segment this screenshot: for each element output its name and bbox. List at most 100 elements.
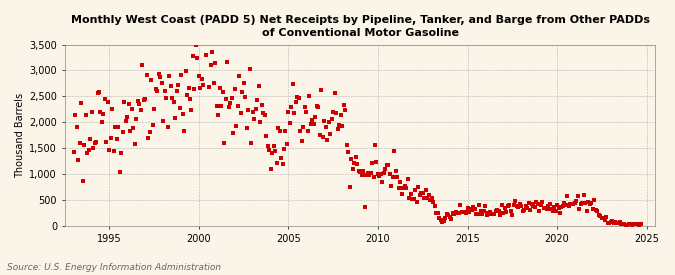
- Point: [100, 97, 111, 101]
- Point: [383, 163, 394, 167]
- Point: [189, 87, 200, 92]
- Point: [148, 106, 159, 111]
- Point: [354, 170, 365, 174]
- Point: [70, 112, 80, 117]
- Point: [547, 209, 558, 213]
- Point: [86, 109, 97, 114]
- Point: [249, 117, 260, 121]
- Point: [356, 173, 367, 177]
- Point: [491, 209, 502, 213]
- Point: [111, 136, 122, 141]
- Point: [164, 74, 175, 78]
- Point: [597, 216, 608, 220]
- Point: [217, 89, 228, 94]
- Point: [283, 110, 294, 114]
- Point: [94, 89, 105, 94]
- Point: [120, 119, 131, 123]
- Point: [124, 101, 134, 106]
- Point: [396, 191, 407, 196]
- Point: [350, 155, 361, 160]
- Point: [455, 202, 466, 207]
- Point: [522, 206, 533, 210]
- Point: [268, 144, 279, 148]
- Point: [562, 194, 573, 198]
- Point: [347, 166, 358, 171]
- Point: [576, 202, 587, 206]
- Point: [446, 216, 456, 221]
- Point: [161, 96, 171, 101]
- Point: [566, 202, 577, 206]
- Point: [394, 186, 404, 190]
- Point: [528, 204, 539, 208]
- Point: [117, 130, 128, 134]
- Point: [243, 108, 254, 112]
- Point: [138, 98, 149, 102]
- Point: [195, 85, 206, 90]
- Point: [147, 123, 158, 127]
- Point: [373, 172, 383, 176]
- Point: [489, 212, 500, 217]
- Point: [155, 75, 165, 79]
- Point: [72, 125, 82, 130]
- Point: [504, 203, 514, 207]
- Point: [541, 207, 552, 211]
- Point: [517, 209, 528, 213]
- Point: [307, 118, 318, 122]
- Point: [68, 150, 79, 155]
- Point: [435, 218, 446, 222]
- Point: [101, 140, 112, 144]
- Point: [471, 212, 482, 216]
- Point: [247, 109, 258, 114]
- Point: [391, 169, 402, 173]
- Point: [285, 120, 296, 125]
- Point: [329, 90, 340, 95]
- Point: [506, 209, 516, 213]
- Point: [210, 61, 221, 65]
- Point: [292, 95, 303, 99]
- Point: [423, 193, 434, 197]
- Point: [286, 105, 297, 109]
- Point: [301, 110, 312, 114]
- Point: [343, 150, 354, 154]
- Point: [76, 100, 86, 105]
- Point: [550, 209, 561, 213]
- Point: [599, 217, 610, 222]
- Point: [204, 85, 215, 90]
- Point: [304, 94, 315, 99]
- Point: [79, 143, 90, 148]
- Point: [592, 209, 603, 213]
- Point: [180, 69, 191, 73]
- Point: [417, 191, 428, 195]
- Point: [514, 202, 525, 207]
- Point: [508, 203, 519, 208]
- Point: [377, 180, 388, 185]
- Point: [252, 97, 263, 102]
- Point: [326, 117, 337, 121]
- Point: [196, 76, 207, 81]
- Point: [192, 56, 203, 60]
- Point: [110, 124, 121, 129]
- Point: [620, 223, 631, 227]
- Point: [429, 204, 440, 208]
- Point: [437, 220, 448, 225]
- Point: [367, 161, 377, 165]
- Point: [374, 174, 385, 178]
- Point: [549, 205, 560, 209]
- Point: [207, 50, 218, 54]
- Point: [325, 132, 335, 136]
- Point: [253, 84, 264, 88]
- Point: [474, 203, 485, 207]
- Point: [222, 60, 233, 64]
- Title: Monthly West Coast (PADD 5) Net Receipts by Pipeline, Tanker, and Barge from Oth: Monthly West Coast (PADD 5) Net Receipts…: [71, 15, 649, 38]
- Point: [526, 202, 537, 207]
- Point: [364, 173, 375, 177]
- Point: [414, 192, 425, 197]
- Point: [434, 216, 445, 220]
- Point: [95, 110, 106, 114]
- Point: [565, 202, 576, 206]
- Point: [279, 147, 290, 151]
- Point: [84, 137, 95, 142]
- Point: [265, 166, 276, 171]
- Point: [202, 37, 213, 42]
- Point: [411, 200, 422, 205]
